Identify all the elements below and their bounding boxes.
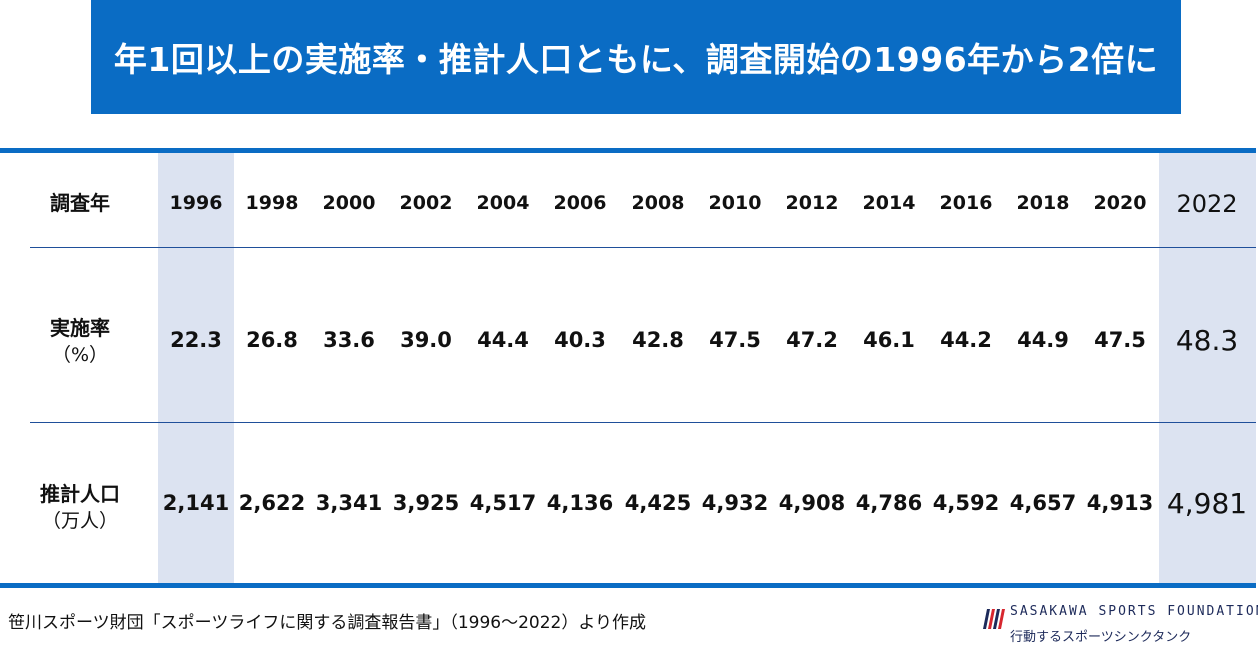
row-header-rate: 実施率 （%） <box>20 315 140 369</box>
row-header-population: 推計人口 （万人） <box>20 481 140 535</box>
rate-cell-2004: 44.4 <box>477 328 529 352</box>
logo-stripe <box>998 609 1005 629</box>
population-cell-2014: 4,786 <box>855 491 923 515</box>
source-note: 笹川スポーツ財団「スポーツライフに関する調査報告書」（1996〜2022）より作… <box>8 613 647 633</box>
logo-stripe <box>988 609 995 629</box>
title-banner: 年1回以上の実施率・推計人口ともに、調査開始の1996年から2倍に <box>91 0 1181 114</box>
year-cell-2022: 2022 <box>1176 190 1238 218</box>
table-bottom-rule <box>0 583 1256 588</box>
rate-cell-2000: 33.6 <box>323 328 375 352</box>
highlight-band-last <box>1159 153 1256 583</box>
row-header-rate-label: 実施率 <box>50 316 110 340</box>
population-cell-2022: 4,981 <box>1166 487 1248 520</box>
rate-cell-2002: 39.0 <box>400 328 452 352</box>
population-cell-2010: 4,932 <box>701 491 769 515</box>
year-cell-1996: 1996 <box>169 192 223 214</box>
rate-cell-2020: 47.5 <box>1094 328 1146 352</box>
year-cell-2004: 2004 <box>476 192 530 214</box>
row-header-population-unit: （万人） <box>41 510 118 532</box>
rate-cell-2014: 46.1 <box>863 328 915 352</box>
year-cell-2000: 2000 <box>322 192 376 214</box>
rate-cell-2008: 42.8 <box>632 328 684 352</box>
rate-cell-1998: 26.8 <box>246 328 298 352</box>
rate-cell-1996: 22.3 <box>170 328 222 352</box>
population-cell-2002: 3,925 <box>392 491 460 515</box>
rate-cell-2012: 47.2 <box>786 328 838 352</box>
rate-cell-2016: 44.2 <box>940 328 992 352</box>
foundation-logo: SASAKAWA SPORTS FOUNDATION 行動するスポーツシンクタン… <box>982 604 1258 648</box>
rate-cell-2018: 44.9 <box>1017 328 1069 352</box>
population-cell-2016: 4,592 <box>932 491 1000 515</box>
year-cell-2010: 2010 <box>708 192 762 214</box>
row-divider <box>30 247 1256 248</box>
year-cell-2014: 2014 <box>862 192 916 214</box>
population-cell-1996: 2,141 <box>162 491 230 515</box>
row-header-year: 調査年 <box>20 190 140 217</box>
year-cell-2012: 2012 <box>785 192 839 214</box>
highlight-band-first <box>158 153 234 583</box>
row-header-population-label: 推計人口 <box>40 482 120 506</box>
year-cell-2018: 2018 <box>1016 192 1070 214</box>
year-cell-2020: 2020 <box>1093 192 1147 214</box>
population-cell-2008: 4,425 <box>624 491 692 515</box>
year-cell-2008: 2008 <box>631 192 685 214</box>
row-divider <box>30 422 1256 423</box>
logo-stripe <box>983 609 990 629</box>
row-header-year-label: 調査年 <box>50 191 110 215</box>
logo-stripe <box>993 609 1000 629</box>
population-cell-2000: 3,341 <box>315 491 383 515</box>
logo-tagline: 行動するスポーツシンクタンク <box>1010 630 1192 645</box>
population-cell-2012: 4,908 <box>778 491 846 515</box>
year-cell-1998: 1998 <box>245 192 299 214</box>
logo-name: SASAKAWA SPORTS FOUNDATION <box>1010 604 1258 619</box>
row-header-rate-unit: （%） <box>51 344 109 366</box>
rate-cell-2022: 48.3 <box>1175 324 1239 357</box>
population-cell-1998: 2,622 <box>238 491 306 515</box>
population-cell-2018: 4,657 <box>1009 491 1077 515</box>
page-title: 年1回以上の実施率・推計人口ともに、調査開始の1996年から2倍に <box>113 40 1159 79</box>
table-top-rule <box>0 148 1256 153</box>
population-cell-2006: 4,136 <box>546 491 614 515</box>
population-cell-2020: 4,913 <box>1086 491 1154 515</box>
rate-cell-2006: 40.3 <box>554 328 606 352</box>
year-cell-2002: 2002 <box>399 192 453 214</box>
population-cell-2004: 4,517 <box>469 491 537 515</box>
ssf-logo-icon <box>983 609 1005 629</box>
rate-cell-2010: 47.5 <box>709 328 761 352</box>
year-cell-2006: 2006 <box>553 192 607 214</box>
year-cell-2016: 2016 <box>939 192 993 214</box>
